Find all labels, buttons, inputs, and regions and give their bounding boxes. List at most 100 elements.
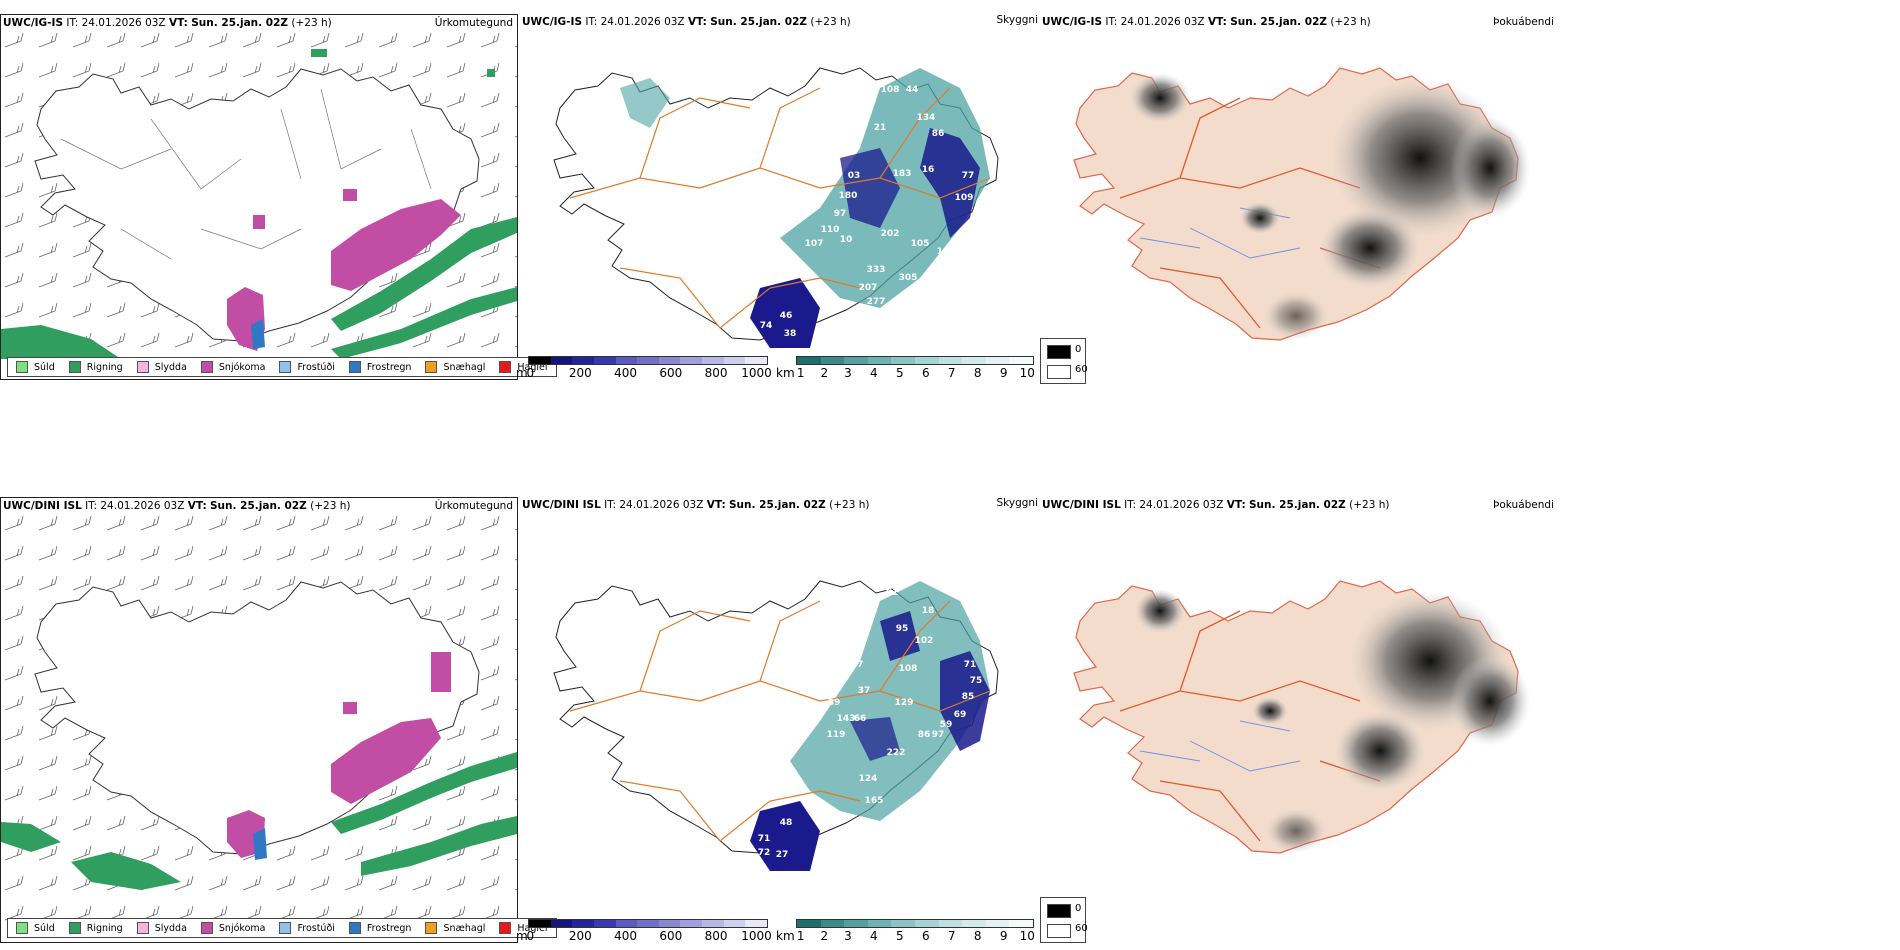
fog-key-white bbox=[1047, 365, 1071, 379]
fog-area bbox=[1130, 73, 1190, 123]
ceiling-label: 74 bbox=[760, 321, 773, 331]
legend-item-freezing-drizzle: Frostúði bbox=[279, 922, 335, 934]
low-ceiling-area bbox=[840, 148, 900, 228]
visibility-map-row2: 101 61 95 18 102 26 96 147 37 108 89 143… bbox=[553, 574, 999, 871]
visibility-area bbox=[620, 78, 670, 128]
low-ceiling-area bbox=[850, 717, 900, 761]
legend-item-freezing-drizzle: Frostúði bbox=[279, 361, 335, 373]
header-vis-row1: UWC/IG-IS IT: 24.01.2026 03Z VT: Sun. 25… bbox=[522, 16, 851, 28]
fog-panel-row1: UWC/IG-IS IT: 24.01.2026 03Z VT: Sun. 25… bbox=[1040, 14, 1560, 384]
ceiling-label: 38 bbox=[784, 329, 797, 339]
ceiling-label: 86 bbox=[918, 730, 931, 740]
road-network bbox=[569, 600, 991, 842]
ceiling-label: 180 bbox=[839, 191, 858, 201]
visibility-ramp bbox=[796, 919, 1034, 928]
precip-title-row2: Úrkomutegund bbox=[434, 500, 513, 512]
ceiling-label: 66 bbox=[854, 714, 867, 724]
legend-item-hail: Haglél bbox=[499, 922, 548, 934]
frost-rain-area bbox=[253, 828, 267, 860]
ceiling-label: 59 bbox=[940, 720, 953, 730]
legend-item-drizzle: Súld bbox=[16, 922, 55, 934]
visibility-area bbox=[790, 581, 990, 821]
ceiling-label: 187 bbox=[937, 247, 956, 257]
ceiling-label: 85 bbox=[962, 692, 975, 702]
ceiling-label: 333 bbox=[867, 265, 886, 275]
snow-area bbox=[343, 189, 357, 201]
ceiling-label: 44 bbox=[906, 85, 919, 95]
fog-key-black bbox=[1047, 904, 1071, 918]
visibility-panel-row2: UWC/DINI ISL IT: 24.01.2026 03Z VT: Sun.… bbox=[516, 497, 1040, 943]
fog-map bbox=[1073, 67, 1530, 341]
ceiling-label: 48 bbox=[780, 818, 793, 828]
ceiling-label: 16 bbox=[922, 165, 935, 175]
ceiling-label: 89 bbox=[828, 698, 841, 708]
road-network bbox=[569, 87, 991, 329]
ceiling-label: 91 bbox=[804, 161, 817, 171]
fog-area bbox=[1335, 711, 1425, 791]
fog-area bbox=[1252, 697, 1288, 725]
fog-area bbox=[1320, 208, 1420, 288]
ceiling-label: 86 bbox=[932, 129, 945, 139]
frost-rain-area bbox=[251, 319, 265, 349]
fog-key-black bbox=[1047, 345, 1071, 359]
snow-area bbox=[331, 718, 441, 804]
snow-area bbox=[331, 199, 461, 291]
visibility-map: 108 44 21 134 86 91 13 03 183 16 180 77 … bbox=[553, 67, 999, 348]
ceiling-label: 71 bbox=[758, 834, 771, 844]
header-row2: UWC/DINI ISL IT: 24.01.2026 03Z VT: Sun.… bbox=[3, 500, 351, 512]
ceiling-label: 21 bbox=[874, 123, 887, 133]
ceiling-colorbar-row1: m 0 200 400 600 800 1000 bbox=[516, 356, 772, 380]
legend-item-snow-pellets: Snæhagl bbox=[425, 922, 485, 934]
rain-area bbox=[331, 217, 517, 331]
ceiling-label: 143 bbox=[837, 714, 856, 724]
ceiling-label: 97 bbox=[932, 730, 945, 740]
fog-title: Þokuábendi bbox=[1493, 16, 1554, 28]
header-vis-row2: UWC/DINI ISL IT: 24.01.2026 03Z VT: Sun.… bbox=[522, 499, 870, 511]
ceiling-label: 305 bbox=[899, 273, 918, 283]
rain-area bbox=[331, 752, 517, 834]
visibility-title-row2: Skyggni bbox=[996, 497, 1039, 509]
fog-area bbox=[1266, 809, 1326, 853]
ceiling-label: 119 bbox=[827, 730, 846, 740]
legend-item-rain: Rigning bbox=[68, 361, 123, 373]
ceiling-label: 109 bbox=[955, 193, 974, 203]
legend-item-hail: Haglél bbox=[499, 361, 548, 373]
legend-item-rain: Rigning bbox=[68, 922, 123, 934]
ceiling-label: 75 bbox=[970, 676, 983, 686]
legend-item-freezing-rain: Frostregn bbox=[348, 361, 411, 373]
legend-item-drizzle: Súld bbox=[16, 361, 55, 373]
legend-item-sleet: Slydda bbox=[136, 361, 187, 373]
ceiling-ramp bbox=[528, 919, 768, 928]
precip-legend-row1: Súld Rigning Slydda Snjókoma Frostúði Fr… bbox=[7, 357, 557, 377]
ceiling-label: 105 bbox=[911, 239, 930, 249]
ceiling-label: 26 bbox=[650, 618, 663, 628]
visibility-colorbar-row2: km 1 2 3 4 5 6 7 8 9 10 bbox=[776, 919, 1036, 943]
header-fog-row2: UWC/DINI ISL IT: 24.01.2026 03Z VT: Sun.… bbox=[1042, 499, 1390, 511]
precip-map-row2 bbox=[1, 512, 517, 922]
fog-panel-row2: UWC/DINI ISL IT: 24.01.2026 03Z VT: Sun.… bbox=[1040, 497, 1560, 943]
ceiling-label: 129 bbox=[895, 698, 914, 708]
fog-key-row2: 0 60 bbox=[1040, 897, 1088, 943]
header-fog-row1: UWC/IG-IS IT: 24.01.2026 03Z VT: Sun. 25… bbox=[1042, 16, 1371, 28]
snow-area bbox=[343, 702, 357, 714]
header-row1: UWC/IG-IS IT: 24.01.2026 03Z VT: Sun. 25… bbox=[3, 17, 332, 29]
ceiling-label: 110 bbox=[821, 225, 840, 235]
visibility-title: Skyggni bbox=[996, 14, 1039, 26]
legend-item-snow: Snjókoma bbox=[200, 922, 265, 934]
ceiling-label: 207 bbox=[859, 283, 878, 293]
ceiling-label: 46 bbox=[780, 311, 793, 321]
rain-area bbox=[71, 852, 181, 890]
snow-area bbox=[431, 652, 451, 692]
fog-map-row2 bbox=[1073, 580, 1530, 854]
fog-area bbox=[1450, 118, 1530, 218]
rain-area bbox=[361, 816, 517, 876]
precip-title: Úrkomutegund bbox=[434, 17, 513, 29]
fog-title-row2: Þokuábendi bbox=[1493, 499, 1554, 511]
fog-area bbox=[1240, 202, 1280, 234]
visibility-ramp bbox=[796, 356, 1034, 365]
ceiling-colorbar-row2: m 0 200 400 600 800 1000 bbox=[516, 919, 772, 943]
fog-area bbox=[1450, 656, 1530, 746]
ceiling-label: 97 bbox=[834, 209, 847, 219]
fog-key-row1: 0 60 bbox=[1040, 338, 1088, 384]
visibility-panel-row1: UWC/IG-IS IT: 24.01.2026 03Z VT: Sun. 25… bbox=[516, 14, 1040, 380]
